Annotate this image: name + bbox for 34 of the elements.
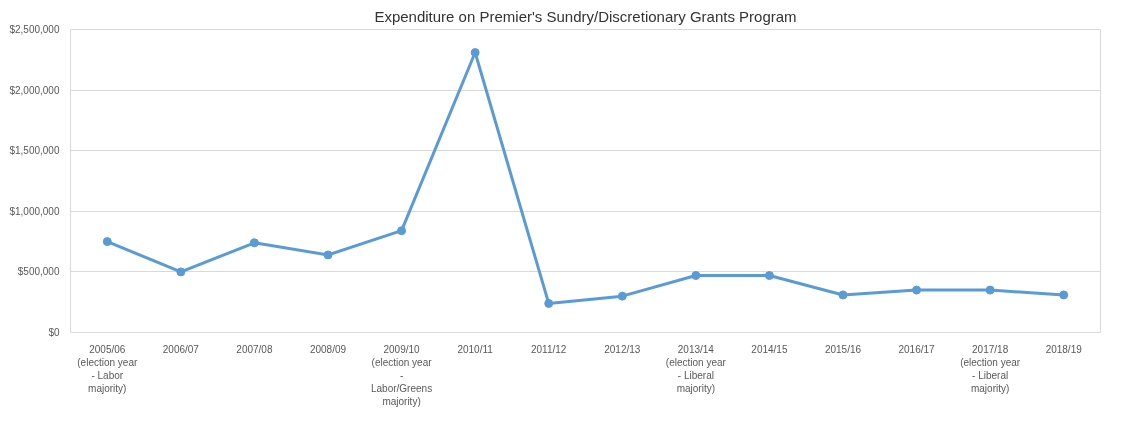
point	[617, 291, 627, 301]
y-tick-label: $2,000,000	[9, 84, 60, 96]
y-tick-label: $1,000,000	[9, 205, 60, 217]
y-tick-label: $2,500,000	[9, 24, 60, 35]
y-tick-label: $0	[48, 327, 60, 338]
point	[838, 290, 848, 300]
point	[764, 271, 774, 281]
x-tick-label: 2007/08	[236, 343, 273, 355]
x-tick-label: 2016/17	[898, 343, 936, 355]
point	[1059, 290, 1069, 300]
x-tick-label: 2005/06 (election year - Labor majority)	[77, 343, 138, 395]
point	[102, 237, 112, 247]
point	[544, 298, 554, 308]
x-tick-label: 2013/14 (election year - Liberal majority)	[665, 343, 727, 395]
point	[323, 250, 333, 260]
x-tick-label: 2015/16	[824, 343, 862, 355]
x-tick-label: 2010/11	[457, 343, 494, 355]
y-tick-label: $500,000	[17, 266, 60, 278]
point	[249, 238, 259, 248]
y-tick-label: $1,500,000	[9, 145, 60, 157]
x-tick-label: 2018/19	[1045, 343, 1083, 355]
x-tick-label: 2012/13	[604, 343, 641, 355]
x-tick-label: 2008/09	[309, 343, 347, 355]
x-tick-label: 2017/18 (election year - Liberal majority)	[960, 343, 1021, 395]
x-tick-label: 2014/15	[751, 343, 788, 355]
x-tick-label: 2006/07	[162, 343, 200, 355]
point	[691, 271, 701, 281]
x-tick-label: 2009/10 (election year - Labor/Greens majority)	[371, 343, 433, 408]
point	[985, 285, 995, 295]
point	[397, 226, 407, 236]
point	[912, 285, 922, 295]
point	[176, 267, 186, 277]
chart-title: Expenditure on Premier's Sundry/Discretionary Grants Program	[374, 7, 797, 25]
x-tick-label: 2011/12	[531, 343, 567, 355]
